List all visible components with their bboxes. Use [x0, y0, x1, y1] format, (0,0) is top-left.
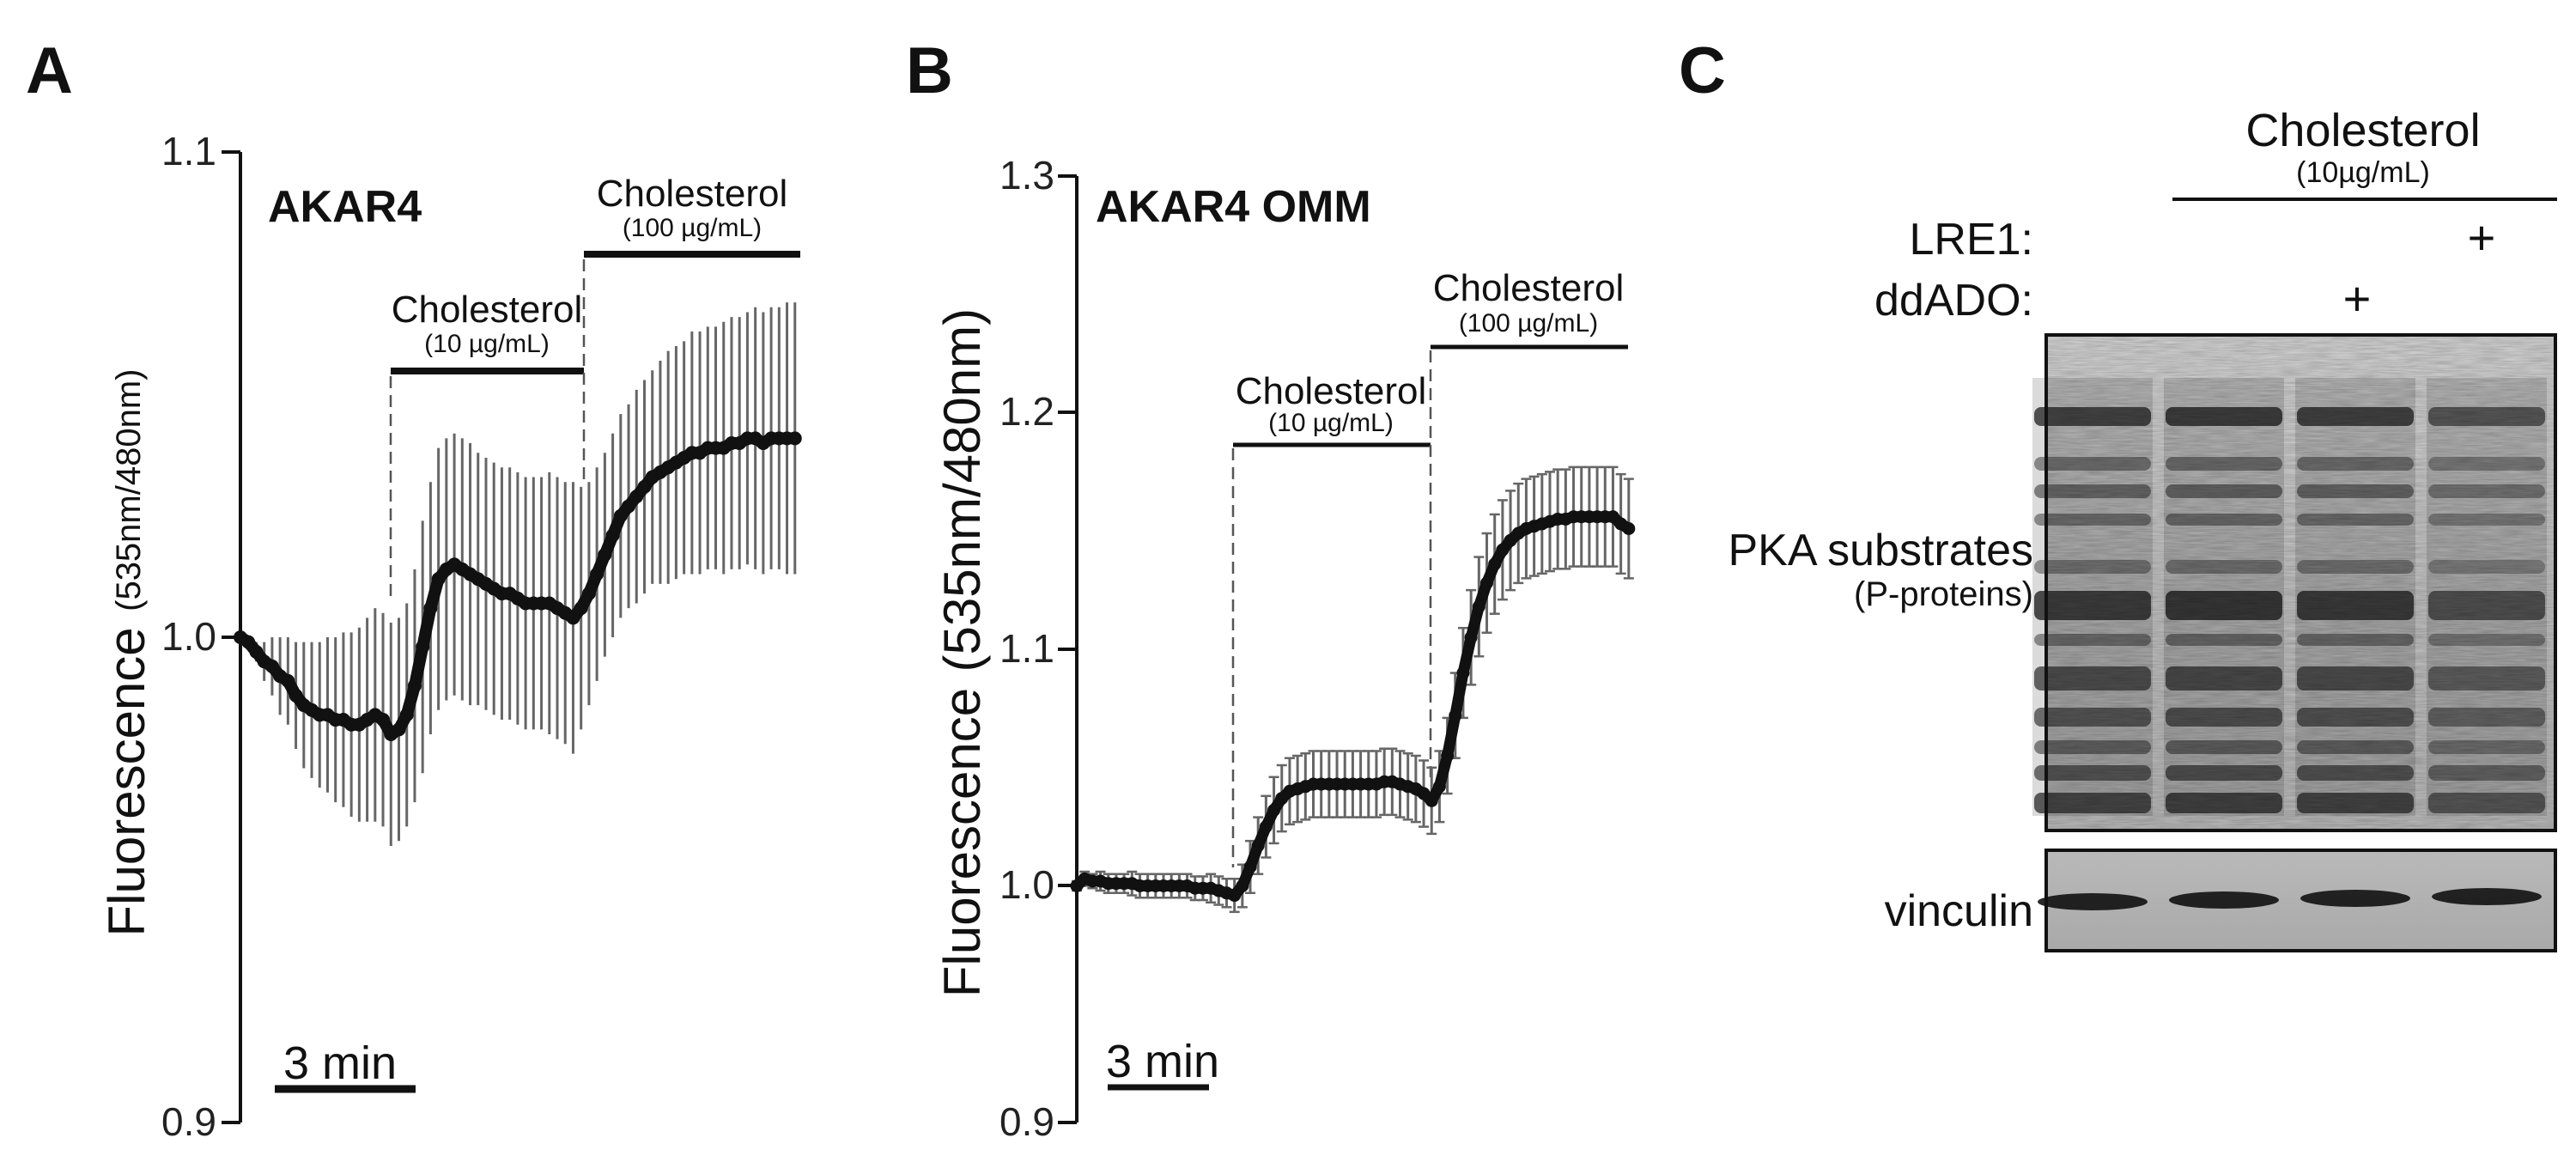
- panel-a-letter: A: [26, 34, 73, 107]
- data-point: [376, 713, 391, 727]
- panel-b-ytick-0.9: 0.9: [999, 1099, 1054, 1144]
- data-point: [1228, 889, 1242, 903]
- data-point: [1236, 879, 1249, 892]
- panel-c-header: Cholesterol: [2245, 105, 2480, 156]
- panel-b-treatment2-label: Cholesterol: [1433, 267, 1625, 309]
- panel-b-ylabel-main: Fluorescence: [933, 688, 991, 997]
- panel-a-ylabel: Fluorescence (535nm/480nm): [98, 368, 155, 936]
- panel-b-letter: B: [906, 34, 953, 107]
- data-point: [407, 678, 422, 693]
- data-point: [1464, 630, 1478, 644]
- data-point: [1425, 794, 1438, 807]
- panel-a-ylabel-main: Fluorescence: [98, 627, 155, 936]
- panel-a: A AKAR4 0.9 1.0 1.1 Fluorescence (535nm/…: [26, 34, 802, 1144]
- svg-text:Fluorescence (535nm/48: Fluorescence (535nm/480nm): [98, 368, 155, 936]
- panel-a-ytick-1.1: 1.1: [161, 129, 216, 173]
- panel-a-ytick-1.0: 1.0: [161, 614, 216, 659]
- panel-b-treatment1-label: Cholesterol: [1236, 370, 1427, 412]
- panel-b-treatment2-conc: (100 µg/mL): [1459, 309, 1598, 338]
- data-point: [1496, 543, 1510, 557]
- panel-c-pka-sublabel: (P-proteins): [1854, 575, 2033, 613]
- panel-a-y-axis: 0.9 1.0 1.1: [161, 129, 242, 1144]
- panel-b-title: AKAR4 OMM: [1096, 182, 1371, 232]
- panel-a-treatment1-conc: (10 µg/mL): [424, 330, 550, 358]
- panel-a-title: AKAR4: [268, 182, 422, 232]
- panel-a-plot: [234, 302, 802, 846]
- data-point: [629, 490, 644, 504]
- vinculin-bands: [2038, 888, 2542, 910]
- panel-c-letter: C: [1679, 34, 1726, 107]
- panel-b-treatment1-conc: (10 µg/mL): [1268, 409, 1394, 437]
- data-point: [637, 479, 652, 494]
- panel-c-ddado-label: ddADO:: [1874, 276, 2033, 325]
- vinculin-band: [2300, 890, 2410, 907]
- data-point: [590, 567, 605, 581]
- data-point: [1251, 839, 1265, 853]
- panel-c-ddado-lane3: +: [2343, 271, 2372, 325]
- panel-c-pka-label: PKA substrates: [1728, 526, 2033, 575]
- data-point: [289, 688, 303, 703]
- data-point: [1622, 521, 1636, 535]
- panel-a-treatment2-conc: (100 µg/mL): [623, 214, 762, 242]
- data-point: [613, 508, 628, 523]
- data-point: [787, 431, 802, 446]
- pka-substrates-blot: [2032, 333, 2557, 832]
- data-point: [1456, 666, 1470, 680]
- panel-b-y-axis: 0.9 1.0 1.1 1.2 1.3: [999, 153, 1078, 1144]
- vinculin-band: [2169, 891, 2279, 909]
- data-point: [1488, 557, 1502, 571]
- data-point: [264, 659, 279, 673]
- data-point: [249, 644, 264, 659]
- data-point: [241, 635, 256, 649]
- panel-c-lre1-lane4: +: [2468, 210, 2496, 265]
- data-point: [1267, 803, 1281, 817]
- data-point: [1480, 576, 1494, 590]
- panel-b-ytick-1.0: 1.0: [999, 862, 1054, 907]
- data-point: [399, 708, 414, 722]
- data-point: [416, 640, 430, 654]
- panel-c-vinculin-label: vinculin: [1885, 886, 2033, 936]
- data-point: [1441, 749, 1455, 763]
- panel-b-ylabel-unit: (535nm/480nm): [933, 308, 991, 672]
- panel-c: C Cholesterol (10µg/mL) LRE1: ddADO: + +…: [1679, 34, 2557, 952]
- panel-b: B AKAR4 OMM 0.9 1.0 1.1 1.2 1.3 Fluoresc…: [906, 34, 1636, 1144]
- panel-c-lre1-label: LRE1:: [1909, 215, 2033, 265]
- vinculin-band: [2038, 893, 2148, 910]
- panel-a-treatment1-label: Cholesterol: [392, 289, 583, 331]
- data-point: [1449, 709, 1462, 722]
- data-point: [1243, 860, 1257, 873]
- data-point: [392, 722, 406, 737]
- vinculin-band: [2432, 888, 2542, 905]
- data-point: [574, 601, 588, 616]
- data-point: [622, 499, 636, 514]
- panel-a-treatment2-label: Cholesterol: [597, 173, 788, 215]
- data-point: [1259, 820, 1273, 834]
- panel-b-ytick-1.2: 1.2: [999, 389, 1054, 434]
- panel-b-ylabel: Fluorescence (535nm/480nm): [933, 308, 991, 997]
- data-point: [1472, 599, 1485, 613]
- data-point: [566, 611, 580, 625]
- data-point: [581, 587, 596, 601]
- panel-c-header-conc: (10µg/mL): [2296, 156, 2430, 189]
- data-point: [281, 673, 295, 688]
- panel-a-ytick-0.9: 0.9: [161, 1099, 216, 1144]
- panel-a-ylabel-unit: (535nm/480nm): [110, 368, 148, 611]
- data-point: [598, 547, 612, 562]
- panel-b-ytick-1.3: 1.3: [999, 153, 1054, 198]
- panel-b-ytick-1.1: 1.1: [999, 626, 1054, 671]
- data-point: [423, 601, 438, 616]
- vinculin-blot: [2038, 849, 2557, 952]
- data-point: [605, 528, 620, 543]
- svg-text:Fluorescence (535nm/48: Fluorescence (535nm/480nm): [933, 308, 991, 997]
- panel-b-scale-label: 3 min: [1106, 1036, 1219, 1087]
- data-point: [1432, 780, 1446, 794]
- panel-a-scale-label: 3 min: [283, 1037, 397, 1089]
- panel-b-plot: [1070, 465, 1636, 914]
- data-point: [431, 572, 446, 587]
